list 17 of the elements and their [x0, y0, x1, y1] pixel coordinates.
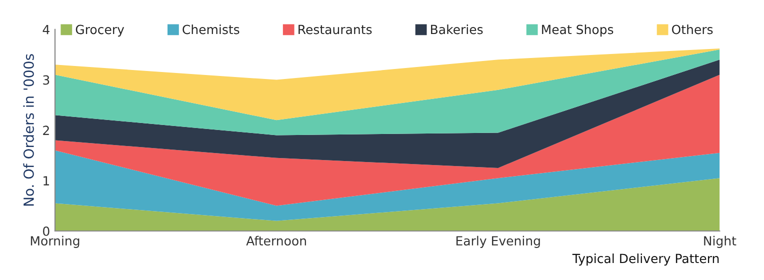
legend-label: Grocery — [76, 24, 124, 37]
x-tick-label: Morning — [30, 236, 80, 248]
legend-label: Others — [672, 24, 713, 34]
x-axis-title: Typical Delivery Pattern — [572, 254, 719, 266]
y-tick-label: 4 — [42, 25, 50, 34]
x-tick-label: Early Evening — [456, 236, 540, 248]
x-tick-label: Afternoon — [246, 236, 306, 246]
legend-label: Bakeries — [431, 24, 483, 34]
legend-label: Restaurants — [298, 24, 372, 34]
x-tick-label: Night — [704, 236, 736, 248]
y-tick-label: 3 — [43, 75, 50, 85]
y-tick-label: 2 — [43, 126, 49, 135]
y-tick-label: 0 — [43, 226, 50, 236]
y-tick-label: 1 — [44, 176, 49, 186]
y-axis-title: No. Of Orders in '000s — [23, 54, 34, 206]
legend-label: Chemists — [182, 24, 240, 34]
legend-label: Meat Shops — [542, 24, 614, 37]
